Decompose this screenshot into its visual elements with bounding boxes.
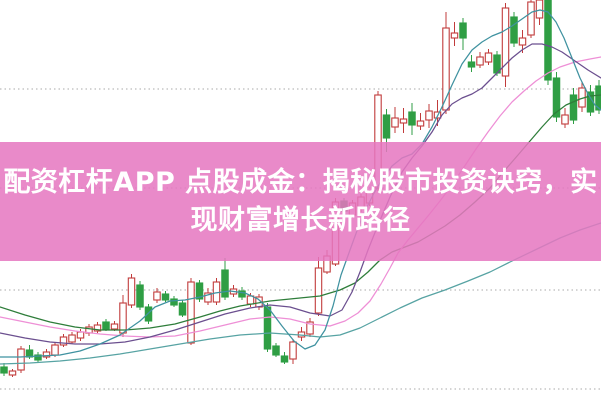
- candle-up: [76, 331, 85, 339]
- candle-down: [459, 22, 467, 39]
- candle-down: [195, 282, 204, 300]
- candle-down: [408, 111, 416, 126]
- candle-down: [170, 298, 178, 306]
- candle-up: [484, 52, 493, 63]
- candle-down: [238, 290, 246, 298]
- candle-up: [119, 302, 127, 334]
- candle-up: [561, 114, 569, 125]
- banner-title-line1: 配资杠杆APP 点股成金：揭秘股市投资诀窍，实: [3, 166, 598, 198]
- candle-down: [102, 321, 110, 330]
- candle-up: [42, 351, 51, 358]
- candle-up: [527, 1, 535, 36]
- candle-up: [68, 334, 76, 343]
- candle-down: [544, 0, 552, 81]
- candle-up: [289, 341, 297, 360]
- candle-up: [306, 321, 314, 335]
- candle-up: [535, 0, 544, 19]
- candle-down: [467, 61, 476, 68]
- ma-cyan-long: [0, 222, 601, 365]
- candle-up: [51, 344, 59, 356]
- candle-up: [8, 370, 17, 376]
- candle-up: [314, 267, 323, 314]
- candle-up: [153, 291, 161, 301]
- candle-down: [144, 306, 153, 322]
- candle-down: [34, 354, 42, 361]
- candle-up: [476, 56, 484, 66]
- candle-down: [552, 77, 561, 118]
- candle-up: [518, 37, 527, 46]
- candle-up: [204, 292, 212, 303]
- candle-down: [178, 302, 187, 316]
- candle-down: [280, 355, 289, 363]
- candle-down: [272, 345, 280, 356]
- candle-up: [450, 32, 459, 39]
- banner-title-line2: 现财富增长新路径: [190, 204, 411, 236]
- candle-up: [399, 118, 408, 124]
- candle-down: [221, 269, 229, 298]
- candle-up: [416, 120, 425, 127]
- candle-down: [569, 94, 578, 121]
- candle-up: [17, 348, 25, 371]
- ma-pink: [0, 56, 601, 338]
- candle-down: [0, 366, 8, 374]
- candle-up: [187, 281, 195, 344]
- candle-down: [382, 114, 391, 139]
- candle-down: [136, 284, 144, 308]
- title-banner-overlay: 配资杠杆APP 点股成金：揭秘股市投资诀窍，实 现财富增长新路径: [0, 142, 601, 261]
- candle-up: [59, 336, 68, 346]
- candle-up: [127, 277, 136, 306]
- candle-up: [391, 117, 399, 128]
- candle-down: [263, 306, 272, 350]
- candle-down: [595, 85, 601, 111]
- candle-down: [510, 16, 518, 44]
- candle-up: [425, 110, 433, 121]
- candle-up: [110, 323, 119, 330]
- candle-up: [93, 324, 102, 332]
- candle-down: [161, 293, 170, 301]
- candle-up: [501, 7, 510, 77]
